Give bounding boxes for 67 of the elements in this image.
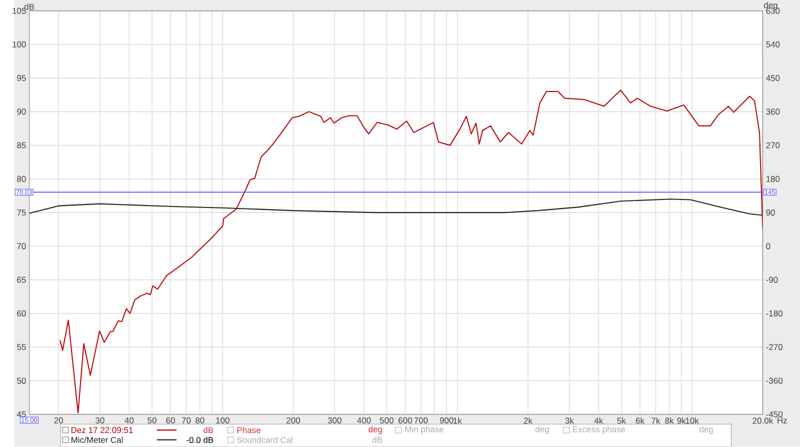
x-tick-label: 20	[54, 418, 63, 424]
y-tick-label: 70	[17, 243, 26, 250]
x-tick-label: 300	[328, 418, 342, 424]
x-tick-label: 8k	[665, 418, 674, 424]
y-tick-label: 65	[17, 276, 26, 283]
y-tick-label: 60	[17, 310, 26, 317]
x-tick-label: 400	[357, 418, 371, 424]
x-tick-label: 5k	[617, 418, 626, 424]
y-tick-label: 45	[16, 411, 26, 418]
x-tick-label: 4k	[594, 418, 604, 424]
y-tick-label: 100	[12, 42, 26, 48]
text: Soundcard Cal	[237, 436, 292, 444]
y2-tick-label: 0	[766, 243, 770, 250]
x-tick-label: 40	[124, 418, 134, 424]
x-tick-label: 1k	[454, 418, 462, 424]
text: dB	[372, 436, 382, 444]
x-tick-label: 6k	[636, 418, 644, 424]
text: deg	[368, 426, 382, 434]
y2-tick-label: 540	[766, 42, 780, 48]
x-tick-label: 80	[196, 418, 204, 424]
y-tick-label: 50	[17, 378, 26, 384]
y2-tick-label: 630	[766, 8, 780, 14]
y-axis-title: dB	[24, 4, 34, 10]
y2-tick-label: -90	[766, 276, 778, 283]
x-tick-label: 20.0k	[752, 418, 774, 424]
x-tick-label: 100	[216, 418, 230, 424]
text: Min phase	[405, 426, 444, 434]
y2-axis-title: deg	[764, 2, 778, 10]
y2-tick-label: 90	[766, 210, 775, 216]
text: Excess phase	[573, 426, 626, 434]
x-axis-title: Hz	[778, 418, 787, 424]
y2-tick-label: 450	[766, 75, 780, 82]
y2-tick-label: -270	[766, 344, 782, 350]
x-tick-label: 50	[148, 418, 156, 424]
text: dB	[204, 427, 214, 434]
y-tick-label: 75	[17, 210, 26, 216]
x-tick-label: 7k	[652, 418, 660, 424]
y-tick-label: 105	[12, 8, 26, 14]
y2-tick-label: -180	[766, 310, 782, 317]
x-tick-label: 500	[380, 418, 394, 424]
x-tick-label: 700	[414, 418, 428, 424]
x-tick-label: 900	[440, 418, 454, 424]
text: Mic/Meter Cal	[71, 436, 123, 444]
series-label: Dez 17 22:09:51	[71, 427, 133, 434]
y-tick-label: 85	[17, 142, 26, 148]
y-tick-label: 90	[17, 108, 26, 115]
text: Phase	[237, 427, 260, 434]
x-tick-label: 60	[166, 418, 175, 424]
x-tick-label: 70	[182, 418, 191, 424]
y2-tick-label: -360	[766, 378, 782, 384]
y-tick-label: 55	[17, 344, 26, 350]
y-tick-label: 95	[17, 75, 26, 82]
y2-tick-label: 270	[766, 142, 780, 148]
x-tick-label: 3k	[565, 418, 574, 424]
y-tick-label: 80	[17, 176, 26, 182]
x-tick-label: 9k	[677, 418, 686, 424]
y2-tick-label: 360	[766, 108, 780, 115]
text: deg	[699, 426, 713, 434]
y2-tick-label: -450	[766, 411, 782, 418]
x-tick-label: 10k	[686, 418, 699, 424]
y2-tick-label: 180	[766, 176, 780, 182]
x-tick-label: 2k	[524, 418, 533, 424]
text: -0.0 dB	[186, 436, 214, 444]
x-tick-label: 600	[398, 418, 412, 424]
x-tick-label: 30	[96, 418, 104, 424]
x-tick-label: 200	[286, 418, 300, 424]
text: deg	[536, 426, 549, 434]
